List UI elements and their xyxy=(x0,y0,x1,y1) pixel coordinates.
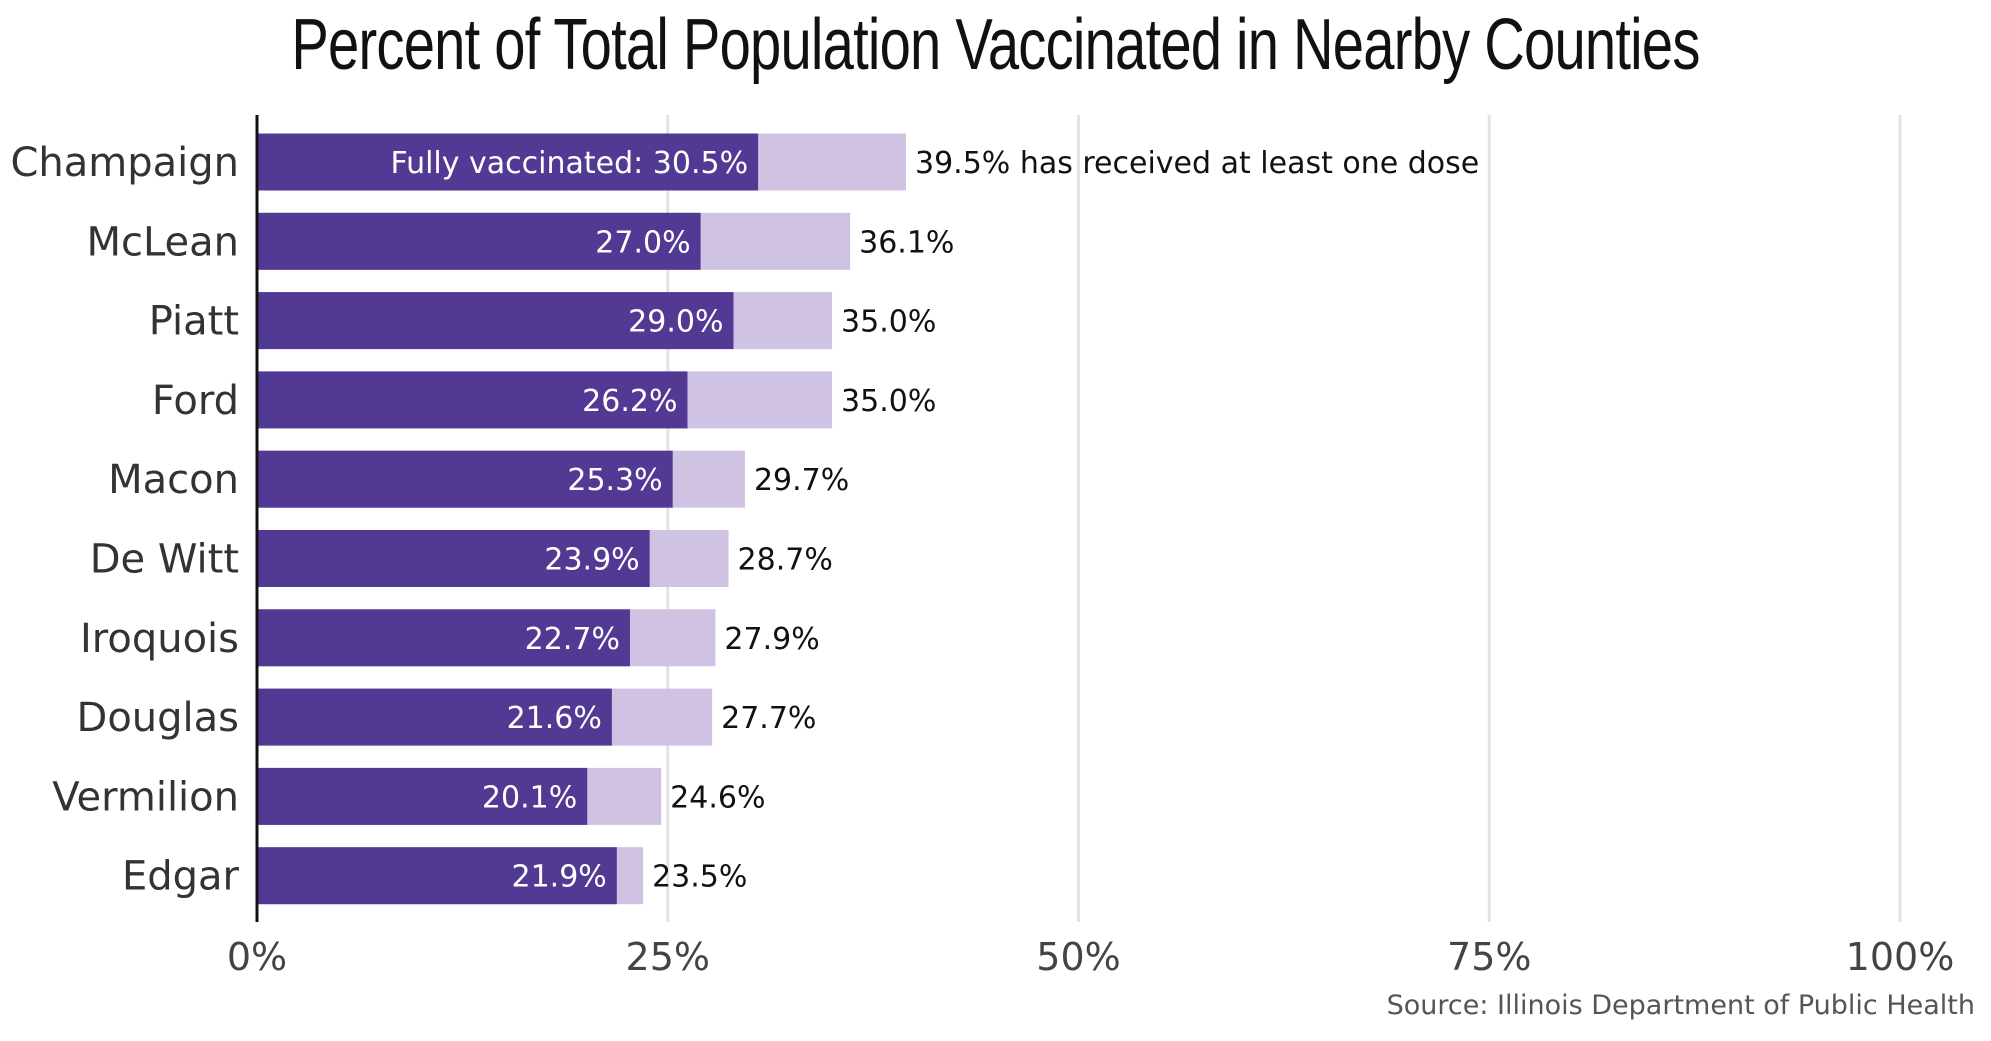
data-label-one-dose: 28.7% xyxy=(738,543,833,578)
data-label-fully-vaccinated: 20.1% xyxy=(482,780,577,815)
data-label-one-dose: 27.7% xyxy=(721,701,816,736)
data-label-one-dose: 27.9% xyxy=(724,622,819,657)
data-label-fully-vaccinated: 22.7% xyxy=(525,622,620,657)
bar-fully-vaccinated-champaign xyxy=(257,133,759,191)
category-label: Iroquois xyxy=(80,616,239,662)
data-label-fully-vaccinated: 21.6% xyxy=(507,701,602,736)
data-label-one-dose: 23.5% xyxy=(652,860,747,895)
source-note: Source: Illinois Department of Public He… xyxy=(1386,990,1975,1021)
data-label-fully-vaccinated: 23.9% xyxy=(544,543,639,578)
bar-fully-vaccinated-edgar xyxy=(257,847,617,905)
category-label: Vermilion xyxy=(52,774,239,820)
bars xyxy=(257,133,906,905)
category-label: Champaign xyxy=(10,140,239,186)
data-label-fully-vaccinated: 26.2% xyxy=(582,384,677,419)
bar-fully-vaccinated-douglas xyxy=(257,688,612,746)
category-label: Edgar xyxy=(122,854,240,900)
bar-fully-vaccinated-iroquois xyxy=(257,609,630,667)
data-label-fully-vaccinated: 21.9% xyxy=(512,860,607,895)
bar-fully-vaccinated-piatt xyxy=(257,292,734,350)
data-label-fully-vaccinated: 25.3% xyxy=(567,463,662,498)
data-label-fully-vaccinated: 27.0% xyxy=(595,225,690,260)
category-label: Piatt xyxy=(149,299,239,345)
category-label: De Witt xyxy=(90,537,239,583)
category-label: Macon xyxy=(108,457,239,503)
category-label: Ford xyxy=(152,378,239,424)
x-tick-label: 0% xyxy=(227,935,287,979)
bar-fully-vaccinated-ford xyxy=(257,371,688,429)
grid-lines xyxy=(666,115,1902,922)
data-label-one-dose: 36.1% xyxy=(859,225,954,260)
data-label-one-dose: 35.0% xyxy=(841,305,936,340)
labels: Champaign Fully vaccinated: 30.5% 39.5% ha… xyxy=(10,140,1479,900)
bar-fully-vaccinated-macon xyxy=(257,450,673,508)
category-label: Douglas xyxy=(77,695,239,741)
x-tick-label: 25% xyxy=(626,935,710,979)
data-label-one-dose: 29.7% xyxy=(754,463,849,498)
data-label-one-dose: 39.5% has received at least one dose xyxy=(915,146,1479,181)
data-label-one-dose: 35.0% xyxy=(841,384,936,419)
x-tick-label: 50% xyxy=(1036,935,1120,979)
bar-fully-vaccinated-de-witt xyxy=(257,530,650,587)
data-label-fully-vaccinated: 29.0% xyxy=(628,305,723,340)
data-label-one-dose: 24.6% xyxy=(670,780,765,815)
bar-fully-vaccinated-vermilion xyxy=(257,767,588,825)
data-label-fully-vaccinated: Fully vaccinated: 30.5% xyxy=(390,146,748,181)
axes: 0% 25% 50% 75% 100% xyxy=(227,115,1954,979)
x-tick-label: 75% xyxy=(1447,935,1531,979)
bar-fully-vaccinated-mclean xyxy=(257,212,701,270)
x-tick-label: 100% xyxy=(1846,935,1955,979)
category-label: McLean xyxy=(86,219,239,265)
chart-title: Percent of Total Population Vaccinated i… xyxy=(291,5,1700,85)
